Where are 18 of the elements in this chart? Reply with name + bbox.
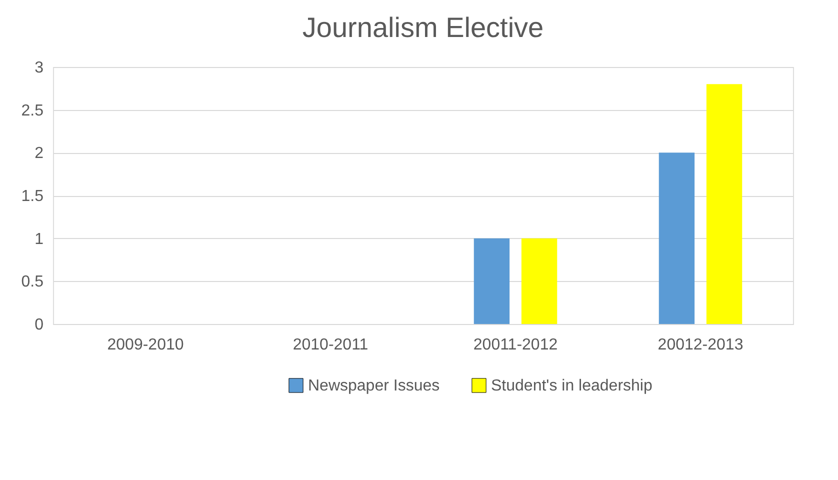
x-tick-label: 20011-2012 [473, 336, 558, 354]
bar [521, 238, 558, 324]
y-tick-label: 3 [34, 60, 44, 76]
chart-title: Journalism Elective [302, 12, 544, 43]
x-tick-label: 2009-2010 [107, 336, 184, 354]
y-tick-label: 1 [34, 230, 44, 248]
y-tick-label: 1.5 [21, 188, 44, 205]
legend-label: Student's in leadership [491, 377, 652, 394]
y-tick-label: 2.5 [21, 102, 44, 120]
bar [658, 152, 695, 324]
bar [474, 238, 510, 324]
y-tick-label: 2 [34, 145, 44, 162]
x-tick-label: 20012-2013 [658, 336, 744, 354]
y-tick-label: 0.5 [21, 274, 44, 291]
y-tick-label: 0 [34, 316, 44, 334]
bar [706, 84, 742, 324]
legend-label: Newspaper Issues [308, 377, 440, 394]
x-tick-label: 2010-2011 [292, 336, 368, 354]
